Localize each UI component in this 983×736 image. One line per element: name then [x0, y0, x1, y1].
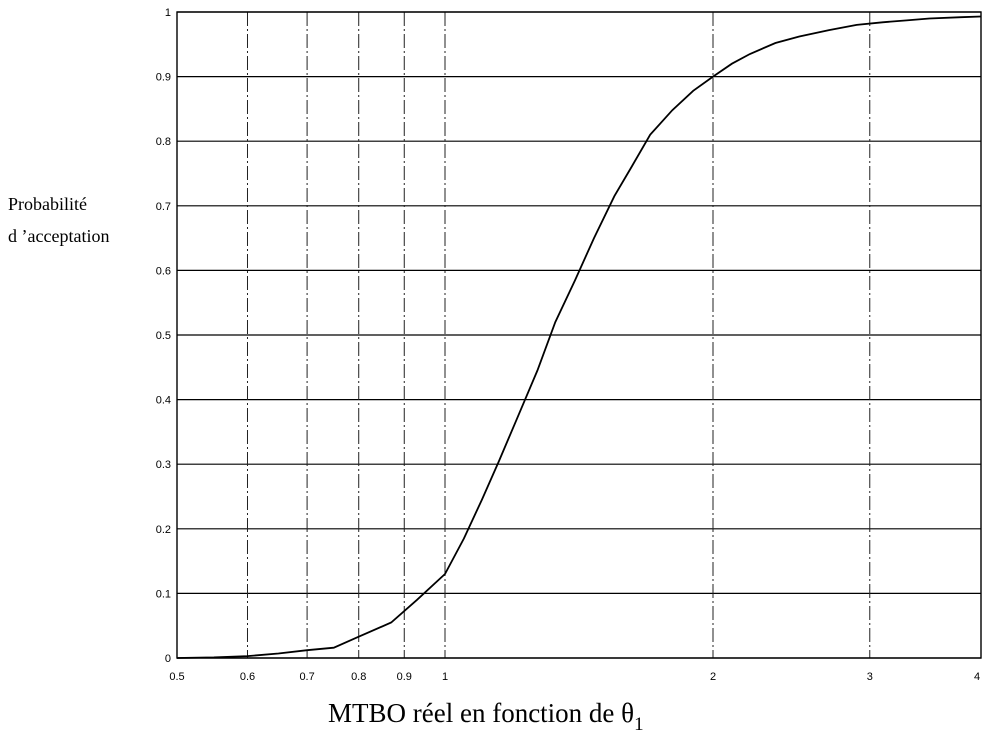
- y-tick-label: 0: [165, 653, 171, 665]
- y-axis-label-line2: d ’acceptation: [8, 226, 109, 246]
- x-tick-labels: 0.5 0.6 0.7 0.8 0.9 1 2 3 4: [169, 671, 980, 683]
- y-tick-label: 0.5: [156, 330, 171, 342]
- y-tick-label: 0.7: [156, 201, 171, 213]
- vertical-gridlines: [246, 12, 871, 658]
- plot-frame: [176, 11, 982, 659]
- y-tick-label: 0.9: [156, 72, 171, 84]
- y-tick-label: 1: [165, 7, 171, 19]
- x-tick-label: 0.9: [397, 671, 412, 683]
- acceptance-probability-curve: [176, 15, 982, 659]
- x-tick-label: 2: [710, 671, 716, 683]
- y-tick-label: 0.6: [156, 265, 171, 277]
- x-tick-label: 3: [867, 671, 873, 683]
- x-tick-label: 0.8: [351, 671, 366, 683]
- x-axis-label: MTBO réel en fonction de θ1: [328, 698, 644, 735]
- y-tick-label: 0.4: [156, 395, 171, 407]
- x-tick-label: 1: [442, 671, 448, 683]
- x-tick-label: 0.6: [240, 671, 255, 683]
- x-tick-label: 0.5: [169, 671, 184, 683]
- y-tick-labels: 0 0.1 0.2 0.3 0.4 0.5 0.6 0.7 0.8 0.9 1: [156, 7, 171, 665]
- x-axis-label-main: MTBO réel en fonction de θ: [328, 698, 634, 728]
- y-tick-label: 0.1: [156, 588, 171, 600]
- x-tick-label: 0.7: [299, 671, 314, 683]
- y-tick-label: 0.8: [156, 136, 171, 148]
- horizontal-gridlines: [177, 11, 981, 659]
- y-tick-label: 0.3: [156, 459, 171, 471]
- y-axis-label-line1: Probabilité: [8, 194, 87, 214]
- x-axis-label-subscript: 1: [634, 714, 644, 735]
- x-tick-label: 4: [974, 671, 980, 683]
- y-tick-label: 0.2: [156, 524, 171, 536]
